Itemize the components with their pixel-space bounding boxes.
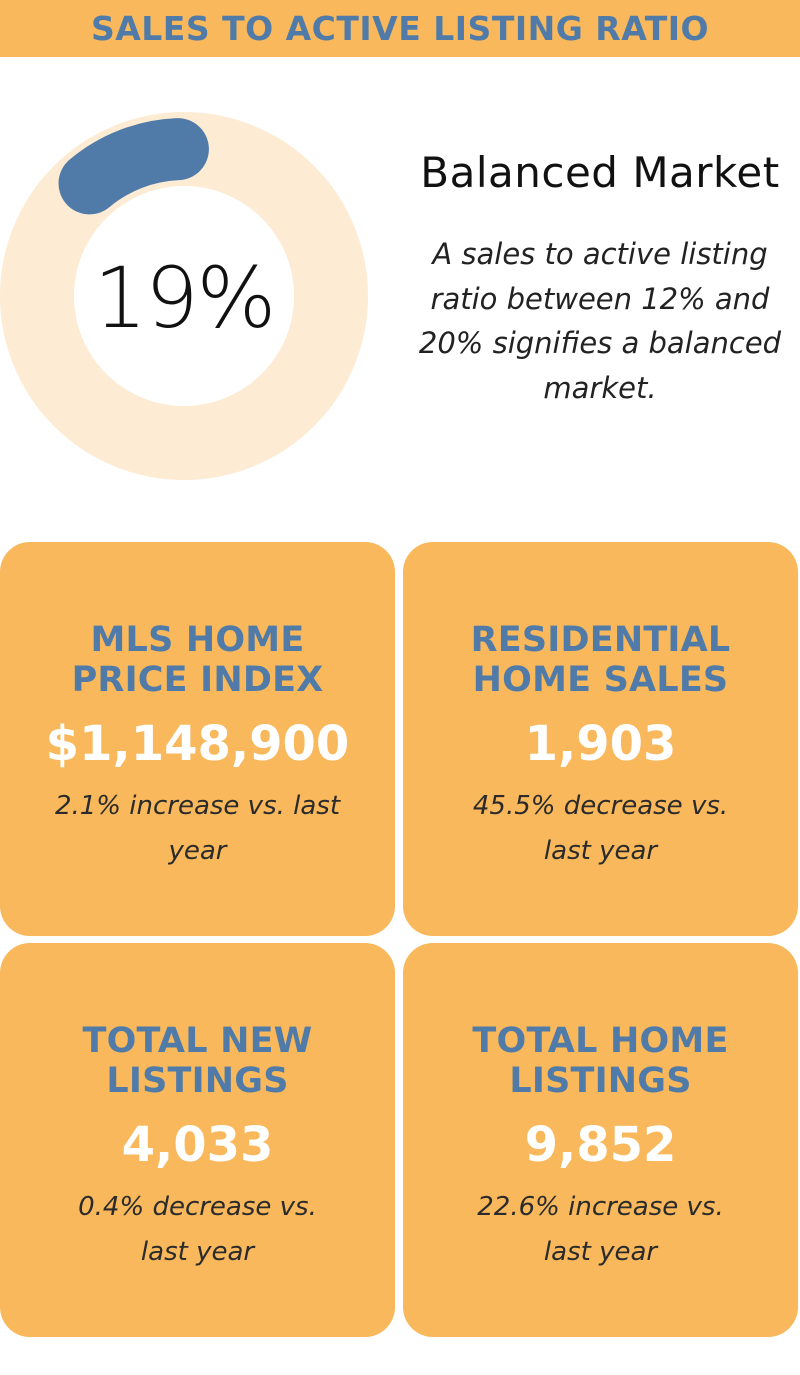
- market-description: A sales to active listing ratio between …: [418, 237, 782, 405]
- card-title: RESIDENTIAL HOME SALES: [470, 620, 731, 700]
- gauge-fill-arc: [58, 118, 209, 215]
- card-value: 9,852: [524, 1117, 677, 1173]
- card-value: 1,903: [524, 716, 677, 772]
- card-title: MLS HOME PRICE INDEX: [71, 620, 324, 700]
- card-title: TOTAL NEW LISTINGS: [82, 1021, 313, 1101]
- card-value: $1,148,900: [45, 716, 350, 772]
- card-change-note: 0.4% decrease vs. last year: [78, 1192, 317, 1267]
- stat-card-total-listings: TOTAL HOME LISTINGS 9,852 22.6% increase…: [403, 943, 798, 1337]
- page-title: SALES TO ACTIVE LISTING RATIO: [90, 9, 710, 48]
- card-change-note: 2.1% increase vs. last year: [54, 791, 341, 866]
- stat-card-home-sales: RESIDENTIAL HOME SALES 1,903 45.5% decre…: [403, 542, 798, 936]
- stat-card-new-listings: TOTAL NEW LISTINGS 4,033 0.4% decrease v…: [0, 943, 395, 1337]
- card-value: 4,033: [121, 1117, 274, 1173]
- card-change-note: 22.6% increase vs. last year: [477, 1192, 724, 1267]
- card-title: TOTAL HOME LISTINGS: [472, 1021, 729, 1101]
- header-banner: SALES TO ACTIVE LISTING RATIO: [0, 0, 800, 57]
- ratio-gauge: 19%: [0, 112, 368, 480]
- card-change-note: 45.5% decrease vs. last year: [472, 791, 729, 866]
- market-status: Balanced Market: [420, 148, 780, 197]
- ratio-donut: [0, 112, 368, 480]
- stat-card-price-index: MLS HOME PRICE INDEX $1,148,900 2.1% inc…: [0, 542, 395, 936]
- gauge-percent: 19%: [93, 249, 277, 347]
